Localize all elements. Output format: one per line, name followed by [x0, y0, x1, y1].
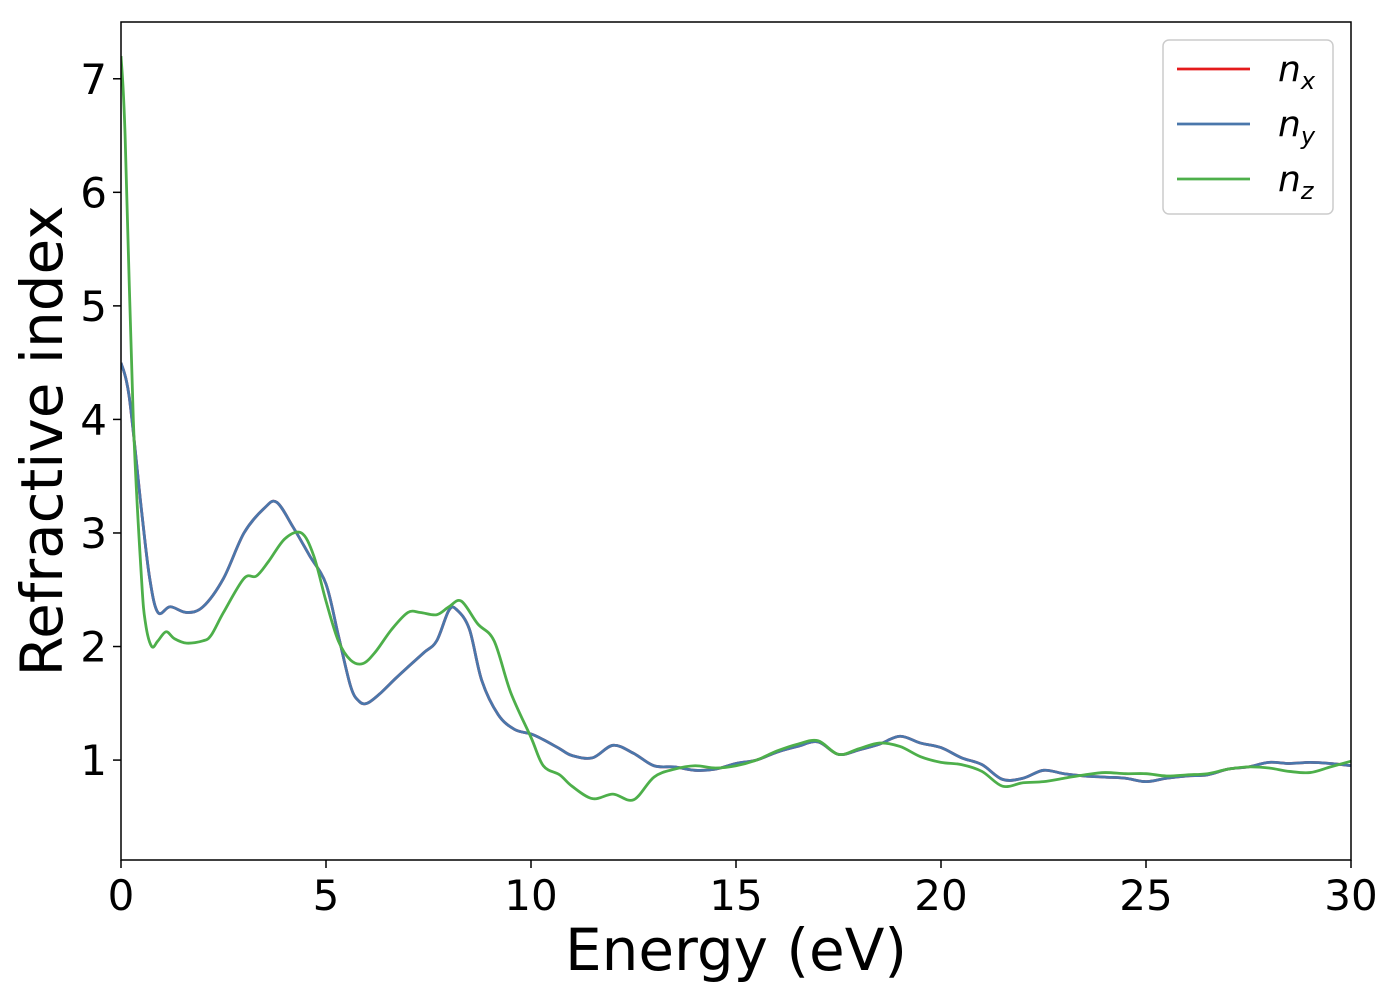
x-tick-label: 20 [914, 871, 967, 920]
x-axis: 0 5 10 15 20 25 30 [108, 860, 1378, 920]
y-axis-title: Refractive index [8, 205, 76, 676]
y-tick-label: 7 [80, 55, 107, 104]
legend-entry-n-y: ny [1278, 104, 1316, 150]
y-tick-label: 3 [80, 509, 107, 558]
legend-entry-n-x: nx [1278, 49, 1316, 95]
x-tick-label: 0 [108, 871, 135, 920]
x-axis-title: Energy (eV) [565, 916, 907, 984]
y-tick-label: 2 [80, 623, 107, 672]
y-tick-label: 1 [80, 736, 107, 785]
series-layer [121, 55, 1351, 802]
y-tick-label: 4 [80, 395, 107, 444]
legend-label-sub: z [1300, 177, 1315, 205]
legend-box [1162, 39, 1334, 215]
y-tick-label: 5 [80, 282, 107, 331]
series-line-n-z [121, 55, 1351, 802]
legend-label-main: n [1278, 159, 1301, 200]
y-axis: 1 2 3 4 5 6 7 [80, 55, 121, 785]
series-line-n-y [121, 362, 1351, 784]
x-tick-label: 30 [1324, 871, 1377, 920]
legend-entry-n-z: nz [1278, 159, 1315, 205]
legend-label-main: n [1278, 104, 1301, 145]
x-tick-label: 15 [709, 871, 762, 920]
series-line-n-x [121, 362, 1351, 784]
x-tick-label: 10 [504, 871, 557, 920]
legend-label-sub: y [1300, 122, 1316, 150]
legend-label-main: n [1278, 49, 1301, 90]
legend-label-sub: x [1300, 67, 1316, 95]
x-tick-label: 5 [313, 871, 340, 920]
y-tick-label: 6 [80, 168, 107, 217]
x-tick-label: 25 [1119, 871, 1172, 920]
